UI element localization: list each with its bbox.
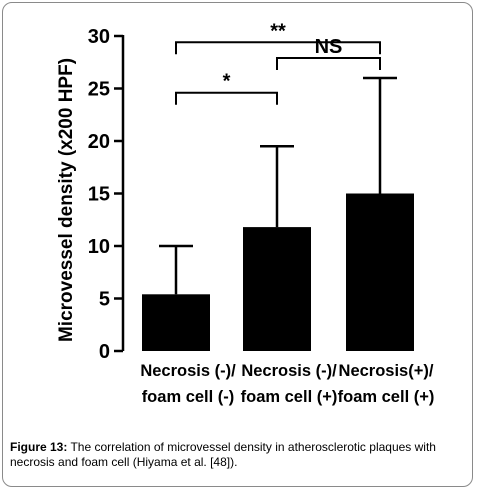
significance-bracket bbox=[175, 41, 381, 55]
y-tick-label: 0 bbox=[99, 341, 110, 363]
bar bbox=[142, 294, 210, 351]
bars bbox=[142, 193, 414, 351]
significance-label: ** bbox=[270, 20, 286, 42]
x-tick-label-line2: foam cell (+) bbox=[241, 388, 338, 406]
x-axis-labels: Necrosis (-)/foam cell (-)Necrosis (-)/f… bbox=[140, 362, 434, 406]
y-tick-label: 15 bbox=[88, 184, 110, 206]
bar bbox=[243, 227, 311, 351]
caption-text: The correlation of microvessel density i… bbox=[10, 440, 436, 469]
caption-label: Figure 13: bbox=[10, 440, 68, 454]
x-tick-label-line1: Necrosis (-)/ bbox=[140, 362, 236, 380]
x-tick-label-line1: Necrosis(+)/ bbox=[339, 362, 434, 380]
x-tick-label-line2: foam cell (+) bbox=[338, 388, 435, 406]
y-tick-label: 10 bbox=[88, 236, 110, 258]
significance-label: * bbox=[223, 71, 231, 93]
figure-caption: Figure 13: The correlation of microvesse… bbox=[10, 440, 466, 470]
significance-brackets: * NS ** bbox=[175, 20, 381, 105]
y-tick-label: 5 bbox=[99, 289, 110, 311]
x-tick-label-line2: foam cell (-) bbox=[142, 388, 235, 406]
significance-bracket bbox=[175, 91, 278, 105]
significance-label: NS bbox=[315, 36, 343, 58]
y-axis: 0 5 10 15 20 25 30 bbox=[88, 26, 125, 363]
y-tick-label: 30 bbox=[88, 26, 110, 48]
error-bars bbox=[159, 76, 397, 295]
y-tick-label: 25 bbox=[88, 79, 110, 101]
x-tick-label-line1: Necrosis (-)/ bbox=[241, 362, 337, 380]
y-axis-label: Microvessel density (x200 HPF) bbox=[56, 58, 77, 342]
significance-bracket bbox=[276, 57, 381, 71]
bar bbox=[346, 193, 414, 351]
y-tick-label: 20 bbox=[88, 131, 110, 153]
